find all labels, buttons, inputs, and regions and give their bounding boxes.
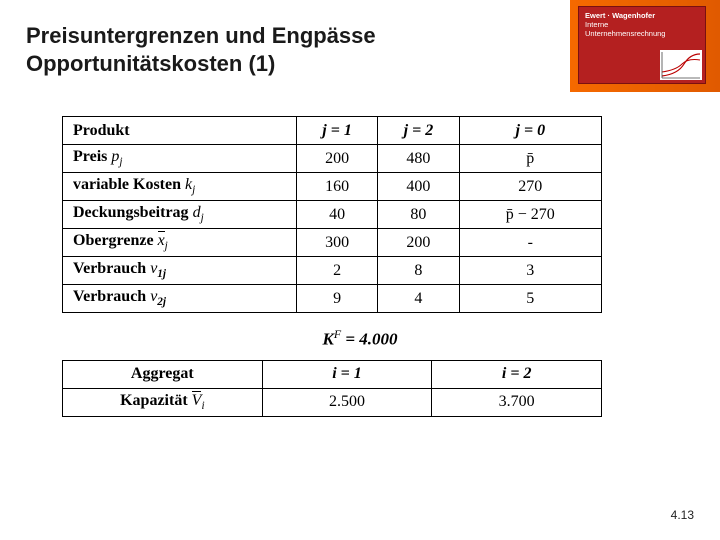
table-row: Obergrenze xj300200-	[63, 229, 602, 257]
content-area: Produktj = 1j = 2j = 0Preis pj200480p̄va…	[62, 116, 658, 417]
cell: 5	[459, 285, 601, 313]
title-line-1: Preisuntergrenzen und Engpässe	[26, 23, 376, 48]
cell: j = 2	[378, 117, 459, 145]
kf-sup: F	[334, 327, 341, 341]
table-products-body: Produktj = 1j = 2j = 0Preis pj200480p̄va…	[63, 117, 602, 313]
cell: 8	[378, 257, 459, 285]
cell: p̄	[459, 145, 601, 173]
table-row: Kapazität Vi2.5003.700	[63, 388, 602, 416]
table-products: Produktj = 1j = 2j = 0Preis pj200480p̄va…	[62, 116, 602, 313]
table-capacity-body: Aggregati = 1i = 2Kapazität Vi2.5003.700	[63, 360, 602, 416]
row-label: Produkt	[63, 117, 297, 145]
book-logo: Ewert · Wagenhofer Interne Unternehmensr…	[578, 6, 706, 84]
logo-line1: Ewert · Wagenhofer	[585, 11, 699, 20]
cell: 270	[459, 173, 601, 201]
cell: i = 1	[262, 360, 432, 388]
cell: 160	[296, 173, 377, 201]
kf-symbol: K	[322, 330, 333, 349]
page-title: Preisuntergrenzen und Engpässe Opportuni…	[26, 22, 376, 77]
row-label: Preis pj	[63, 145, 297, 173]
kf-val: = 4.000	[341, 330, 397, 349]
table-row: Deckungsbeitrag dj4080p̄ − 270	[63, 201, 602, 229]
table-row: Verbrauch v2j945	[63, 285, 602, 313]
cell: 400	[378, 173, 459, 201]
cell: 3	[459, 257, 601, 285]
cell: 2.500	[262, 388, 432, 416]
row-label: Obergrenze xj	[63, 229, 297, 257]
cell: 4	[378, 285, 459, 313]
logo-line2: Interne	[585, 20, 699, 29]
cell: 480	[378, 145, 459, 173]
table-capacity: Aggregati = 1i = 2Kapazität Vi2.5003.700	[62, 360, 602, 417]
title-line-2: Opportunitätskosten (1)	[26, 51, 275, 76]
cell: 200	[296, 145, 377, 173]
row-label: Aggregat	[63, 360, 263, 388]
cell: 300	[296, 229, 377, 257]
cell: j = 1	[296, 117, 377, 145]
cell: j = 0	[459, 117, 601, 145]
row-label: variable Kosten kj	[63, 173, 297, 201]
table-row: Verbrauch v1j283	[63, 257, 602, 285]
row-label: Kapazität Vi	[63, 388, 263, 416]
cell: 2	[296, 257, 377, 285]
logo-line3: Unternehmensrechnung	[585, 29, 699, 38]
table-row: variable Kosten kj160400270	[63, 173, 602, 201]
table-row: Aggregati = 1i = 2	[63, 360, 602, 388]
cell: p̄ − 270	[459, 201, 601, 229]
row-label: Deckungsbeitrag dj	[63, 201, 297, 229]
logo-mini-chart	[660, 50, 702, 80]
cell: i = 2	[432, 360, 602, 388]
page-number: 4.13	[671, 508, 694, 522]
kf-equation: KF = 4.000	[62, 327, 658, 350]
cell: -	[459, 229, 601, 257]
cell: 9	[296, 285, 377, 313]
table-row: Produktj = 1j = 2j = 0	[63, 117, 602, 145]
row-label: Verbrauch v1j	[63, 257, 297, 285]
cell: 80	[378, 201, 459, 229]
cell: 40	[296, 201, 377, 229]
cell: 3.700	[432, 388, 602, 416]
cell: 200	[378, 229, 459, 257]
row-label: Verbrauch v2j	[63, 285, 297, 313]
table-row: Preis pj200480p̄	[63, 145, 602, 173]
